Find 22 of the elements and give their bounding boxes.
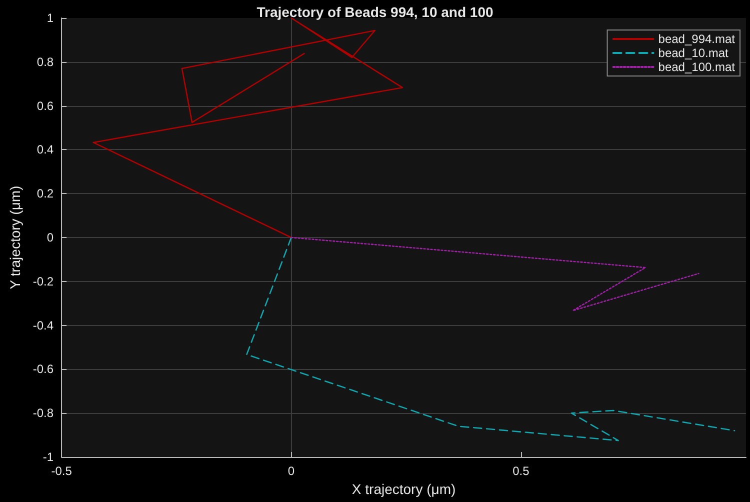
x-tick-label: -0.5 <box>51 464 72 478</box>
y-tick-label: 0.6 <box>36 98 54 113</box>
x-tick-label: 0.5 <box>512 464 530 478</box>
line-series <box>246 236 736 442</box>
legend-label: bead_10.mat <box>658 46 729 60</box>
chart-title: Trajectory of Beads 994, 10 and 100 <box>256 4 494 20</box>
y-tick-label: 0.8 <box>36 54 54 69</box>
y-axis-title: Y trajectory (μm) <box>7 186 23 290</box>
y-tick-label: -0.2 <box>32 274 54 288</box>
y-tick-label: 0.4 <box>36 142 54 157</box>
x-tick-label: 0 <box>288 464 295 478</box>
legend-label: bead_994.mat <box>658 32 736 46</box>
y-tick-label: -0.6 <box>32 362 54 376</box>
y-tick-label: 1 <box>46 11 54 25</box>
y-tick-label: -0.8 <box>32 406 54 420</box>
y-tick-label: -0.4 <box>32 318 54 332</box>
legend-label: bead_100.mat <box>658 60 736 74</box>
y-tick-label: -1 <box>42 450 54 464</box>
y-tick-label: 0.2 <box>36 186 54 201</box>
line-series <box>290 236 700 312</box>
y-tick-label: 0 <box>46 230 54 244</box>
x-axis-title: X trajectory (μm) <box>352 480 456 497</box>
